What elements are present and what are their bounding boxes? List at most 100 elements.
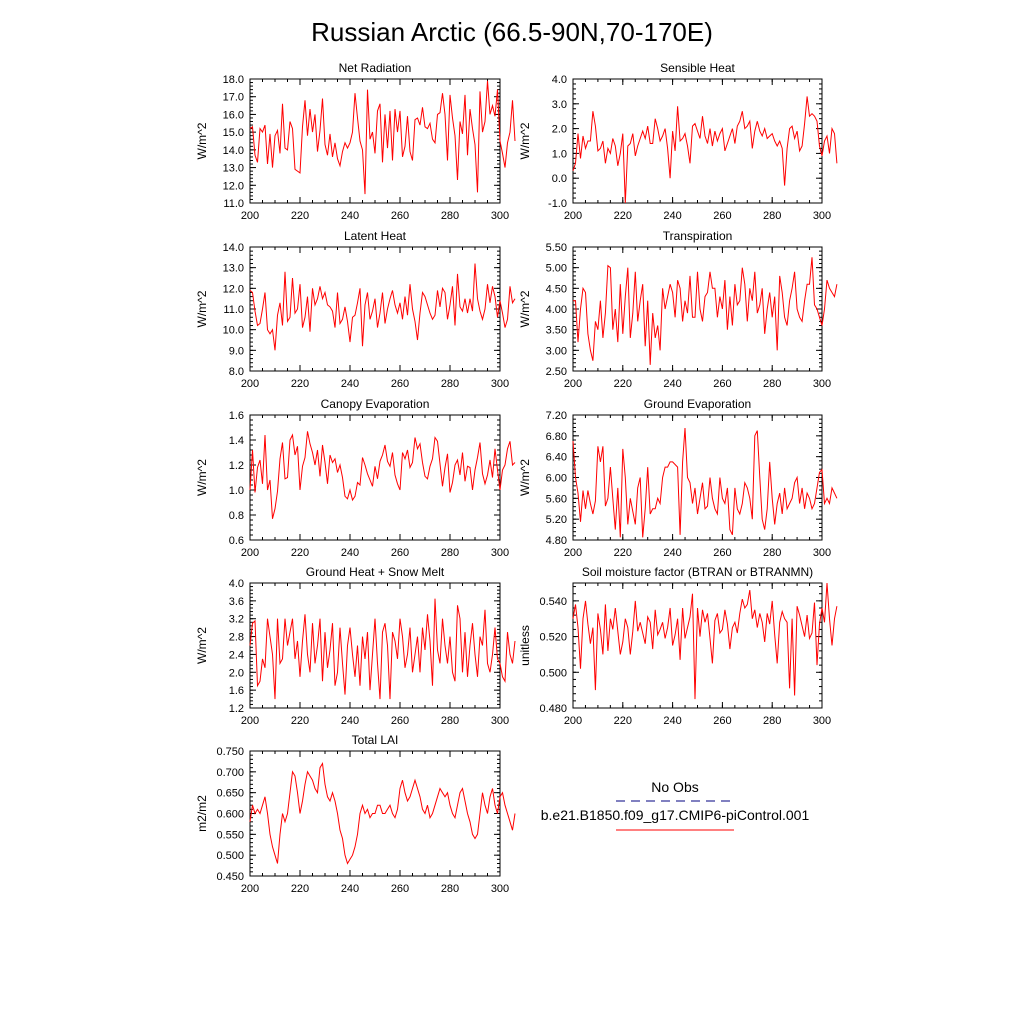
panel-title: Net Radiation (339, 61, 412, 75)
x-tick-label: 280 (441, 715, 459, 727)
x-tick-label: 220 (291, 883, 309, 895)
series-line (573, 257, 838, 365)
x-tick-label: 240 (341, 883, 359, 895)
x-tick-label: 240 (341, 715, 359, 727)
panel-9: Total LAI m2/m2 200 220 240 260 280 300 0.450 0.5… (195, 733, 516, 895)
y-tick-label: 0.500 (216, 850, 244, 862)
y-tick-label: 0.8 (229, 510, 244, 522)
panel-3: Latent Heat W/m^2 200 220 240 260 280 300 8.0 9.0… (195, 229, 516, 390)
panel-title: Sensible Heat (660, 61, 735, 75)
panels: Net Radiation W/m^2 200 220 240 260 280 300 11.0… (195, 61, 838, 895)
x-tick-label: 280 (441, 378, 459, 390)
y-tick-label: 2.50 (546, 366, 567, 378)
y-axis-label: unitless (518, 625, 532, 666)
series-line (249, 761, 516, 865)
y-tick-label: 1.4 (229, 435, 244, 447)
plot-frame (572, 582, 823, 709)
y-tick-label: 4.0 (552, 74, 567, 86)
y-tick-label: 5.00 (546, 263, 567, 275)
x-tick-label: 300 (813, 378, 831, 390)
y-tick-label: 5.60 (546, 493, 567, 505)
x-tick-label: 220 (614, 378, 632, 390)
y-tick-label: 0.6 (229, 535, 244, 547)
x-tick-label: 300 (813, 210, 831, 222)
x-tick-label: 240 (663, 210, 681, 222)
y-tick-label: 11.0 (223, 304, 244, 316)
x-tick-label: 300 (491, 883, 509, 895)
x-tick-label: 220 (614, 210, 632, 222)
panel-title: Ground Heat + Snow Melt (306, 565, 445, 579)
y-tick-label: 0.480 (539, 703, 567, 715)
y-tick-label: 5.50 (546, 242, 567, 254)
y-tick-label: 4.80 (546, 535, 567, 547)
legend: No Obs b.e21.B1850.f09_g17.CMIP6-piContr… (541, 779, 809, 831)
y-tick-label: 14.0 (223, 145, 244, 157)
y-tick-label: 7.20 (546, 410, 567, 422)
y-axis-label: W/m^2 (518, 459, 532, 496)
y-tick-label: 1.2 (229, 460, 244, 472)
y-axis-label: W/m^2 (195, 290, 209, 327)
series-line (249, 598, 516, 700)
y-tick-label: 4.50 (546, 283, 567, 295)
y-tick-label: 12.0 (223, 283, 244, 295)
x-tick-label: 280 (441, 547, 459, 559)
y-tick-label: 3.6 (229, 596, 244, 608)
y-axis-label: W/m^2 (195, 122, 209, 159)
y-tick-label: 6.40 (546, 452, 567, 464)
y-tick-label: 1.6 (229, 410, 244, 422)
panel-title: Soil moisture factor (BTRAN or BTRANMN) (582, 565, 813, 579)
y-tick-label: 1.2 (229, 703, 244, 715)
y-tick-label: 2.8 (229, 632, 244, 644)
x-tick-label: 220 (614, 547, 632, 559)
x-tick-label: 220 (291, 210, 309, 222)
panel-2: Sensible Heat W/m^2 200 220 240 260 280 300 -1.0… (518, 61, 838, 222)
x-tick-label: 280 (763, 210, 781, 222)
y-tick-label: 3.2 (229, 614, 244, 626)
x-tick-label: 240 (663, 715, 681, 727)
series-line (249, 263, 516, 351)
y-tick-label: 15.0 (223, 127, 244, 139)
x-tick-label: 280 (763, 715, 781, 727)
x-tick-label: 200 (564, 715, 582, 727)
x-tick-label: 260 (713, 210, 731, 222)
x-tick-label: 280 (763, 547, 781, 559)
x-tick-label: 260 (713, 378, 731, 390)
y-tick-label: 17.0 (223, 92, 244, 104)
series-line (249, 80, 516, 195)
y-tick-label: 0.650 (216, 788, 244, 800)
y-tick-label: 13.0 (223, 163, 244, 175)
x-tick-label: 240 (341, 378, 359, 390)
panel-title: Total LAI (352, 733, 399, 747)
x-tick-label: 260 (391, 378, 409, 390)
figure-title: Russian Arctic (66.5-90N,70-170E) (311, 17, 713, 47)
x-tick-label: 240 (341, 210, 359, 222)
y-tick-label: 0.540 (539, 596, 567, 608)
y-axis-label: W/m^2 (195, 459, 209, 496)
panel-title: Latent Heat (344, 229, 407, 243)
panel-6: Ground Evaporation W/m^2 200 220 240 260 280 30… (518, 397, 838, 559)
x-tick-label: 200 (241, 378, 259, 390)
panel-4: Transpiration W/m^2 200 220 240 260 280 300 2.50… (518, 229, 838, 390)
y-tick-label: 3.50 (546, 325, 567, 337)
y-tick-label: 2.0 (552, 124, 567, 136)
y-tick-label: 18.0 (223, 74, 244, 86)
y-tick-label: 1.6 (229, 685, 244, 697)
legend-obs-label: No Obs (651, 779, 698, 795)
panel-8: Soil moisture factor (BTRAN or BTRANMN) u… (518, 565, 838, 727)
x-tick-label: 200 (241, 715, 259, 727)
panel-title: Canopy Evaporation (321, 397, 430, 411)
x-tick-label: 300 (491, 378, 509, 390)
panel-1: Net Radiation W/m^2 200 220 240 260 280 300 11.0… (195, 61, 516, 222)
x-tick-label: 220 (291, 378, 309, 390)
panel-7: Ground Heat + Snow Melt W/m^2 200 220 240 260… (195, 565, 516, 727)
y-tick-label: 2.0 (229, 667, 244, 679)
plot-frame (249, 78, 501, 204)
x-tick-label: 200 (241, 547, 259, 559)
series-line (572, 427, 838, 538)
y-tick-label: 2.4 (229, 649, 244, 661)
y-tick-label: 10.0 (223, 325, 244, 337)
x-tick-label: 200 (564, 547, 582, 559)
x-tick-label: 220 (614, 715, 632, 727)
y-tick-label: 0.600 (216, 809, 244, 821)
x-tick-label: 240 (341, 547, 359, 559)
